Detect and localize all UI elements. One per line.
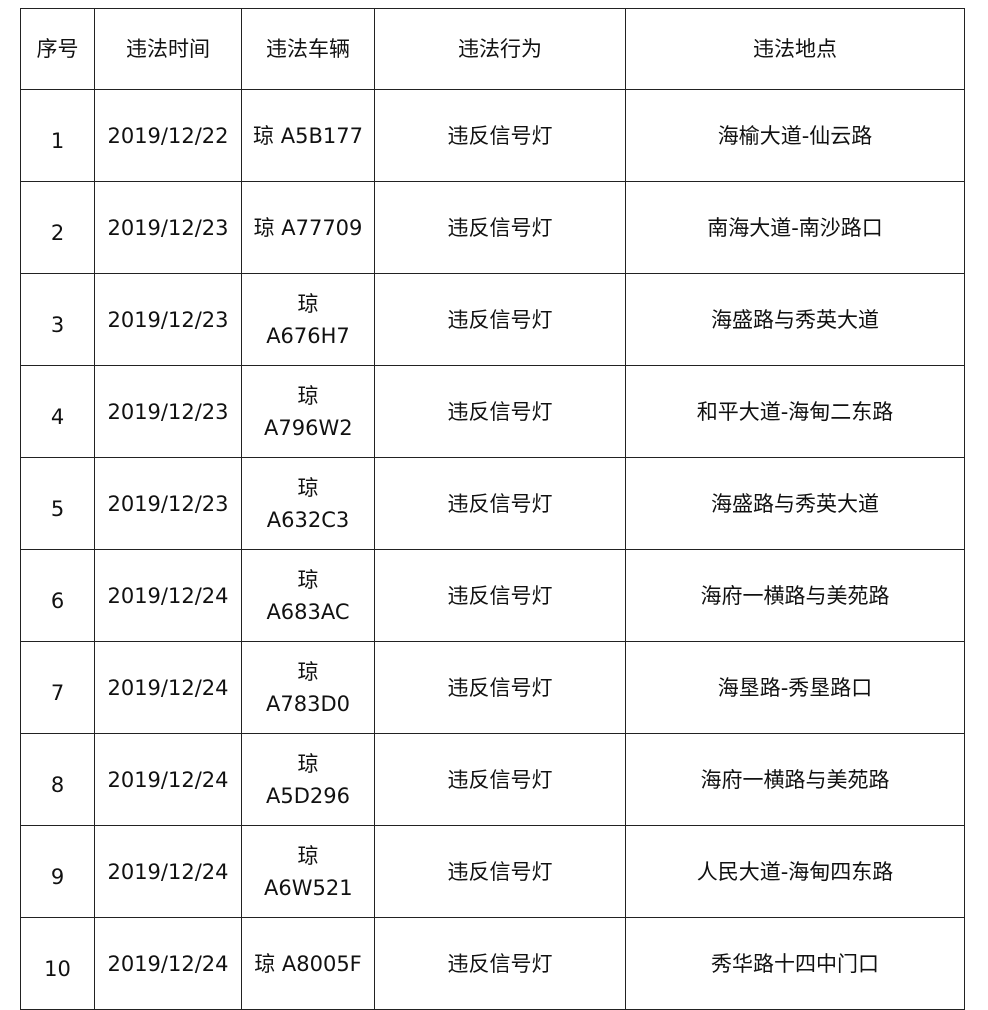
cell-no: 5: [20, 457, 95, 550]
table-row: 5 2019/12/23 琼 A632C3 违反信号灯 海盛路与秀英大道: [20, 457, 965, 550]
cell-vehicle: 琼 A5D296: [241, 733, 375, 826]
cell-behavior: 违反信号灯: [374, 457, 626, 550]
cell-behavior: 违反信号灯: [374, 89, 626, 182]
cell-time: 2019/12/24: [94, 549, 242, 642]
table-row: 1 2019/12/22 琼 A5B177 违反信号灯 海榆大道-仙云路: [20, 89, 965, 182]
cell-location: 和平大道-海甸二东路: [625, 365, 965, 458]
cell-vehicle: 琼 A5B177: [241, 89, 375, 182]
cell-location: 海垦路-秀垦路口: [625, 641, 965, 734]
table-row: 2 2019/12/23 琼 A77709 违反信号灯 南海大道-南沙路口: [20, 181, 965, 274]
cell-time: 2019/12/23: [94, 181, 242, 274]
table-row: 3 2019/12/23 琼 A676H7 违反信号灯 海盛路与秀英大道: [20, 273, 965, 366]
table-row: 6 2019/12/24 琼 A683AC 违反信号灯 海府一横路与美苑路: [20, 549, 965, 642]
cell-no: 9: [20, 825, 95, 918]
cell-location: 南海大道-南沙路口: [625, 181, 965, 274]
cell-location: 海盛路与秀英大道: [625, 457, 965, 550]
header-location: 违法地点: [625, 8, 965, 90]
cell-no: 6: [20, 549, 95, 642]
cell-behavior: 违反信号灯: [374, 549, 626, 642]
cell-vehicle: 琼 A796W2: [241, 365, 375, 458]
cell-behavior: 违反信号灯: [374, 641, 626, 734]
cell-location: 海府一横路与美苑路: [625, 549, 965, 642]
cell-no: 10: [20, 917, 95, 1010]
cell-time: 2019/12/23: [94, 273, 242, 366]
cell-behavior: 违反信号灯: [374, 365, 626, 458]
cell-vehicle: 琼 A676H7: [241, 273, 375, 366]
cell-no: 8: [20, 733, 95, 826]
cell-no: 1: [20, 89, 95, 182]
cell-time: 2019/12/24: [94, 733, 242, 826]
table-row: 4 2019/12/23 琼 A796W2 违反信号灯 和平大道-海甸二东路: [20, 365, 965, 458]
cell-no: 4: [20, 365, 95, 458]
cell-location: 海府一横路与美苑路: [625, 733, 965, 826]
violations-table: 序号 违法时间 违法车辆 违法行为 违法地点 1 2019/12/22 琼 A5B1…: [20, 8, 965, 1010]
cell-location: 海榆大道-仙云路: [625, 89, 965, 182]
table-row: 9 2019/12/24 琼 A6W521 违反信号灯 人民大道-海甸四东路: [20, 825, 965, 918]
cell-location: 秀华路十四中门口: [625, 917, 965, 1010]
cell-behavior: 违反信号灯: [374, 181, 626, 274]
table-body: 1 2019/12/22 琼 A5B177 违反信号灯 海榆大道-仙云路 2 2019/12…: [20, 89, 965, 1010]
cell-time: 2019/12/24: [94, 825, 242, 918]
cell-vehicle: 琼 A77709: [241, 181, 375, 274]
header-behavior: 违法行为: [374, 8, 626, 90]
cell-behavior: 违反信号灯: [374, 917, 626, 1010]
header-row: 序号 违法时间 违法车辆 违法行为 违法地点: [20, 8, 965, 90]
table-row: 10 2019/12/24 琼 A8005F 违反信号灯 秀华路十四中门口: [20, 917, 965, 1010]
cell-no: 7: [20, 641, 95, 734]
cell-vehicle: 琼 A783D0: [241, 641, 375, 734]
cell-time: 2019/12/23: [94, 457, 242, 550]
cell-vehicle: 琼 A683AC: [241, 549, 375, 642]
cell-vehicle: 琼 A632C3: [241, 457, 375, 550]
cell-vehicle: 琼 A6W521: [241, 825, 375, 918]
cell-time: 2019/12/23: [94, 365, 242, 458]
cell-behavior: 违反信号灯: [374, 825, 626, 918]
cell-time: 2019/12/22: [94, 89, 242, 182]
cell-behavior: 违反信号灯: [374, 273, 626, 366]
header-vehicle: 违法车辆: [241, 8, 375, 90]
cell-time: 2019/12/24: [94, 917, 242, 1010]
cell-no: 2: [20, 181, 95, 274]
cell-time: 2019/12/24: [94, 641, 242, 734]
cell-no: 3: [20, 273, 95, 366]
table-row: 8 2019/12/24 琼 A5D296 违反信号灯 海府一横路与美苑路: [20, 733, 965, 826]
table-row: 7 2019/12/24 琼 A783D0 违反信号灯 海垦路-秀垦路口: [20, 641, 965, 734]
header-time: 违法时间: [94, 8, 242, 90]
cell-behavior: 违反信号灯: [374, 733, 626, 826]
header-no: 序号: [20, 8, 95, 90]
cell-location: 海盛路与秀英大道: [625, 273, 965, 366]
cell-location: 人民大道-海甸四东路: [625, 825, 965, 918]
cell-vehicle: 琼 A8005F: [241, 917, 375, 1010]
